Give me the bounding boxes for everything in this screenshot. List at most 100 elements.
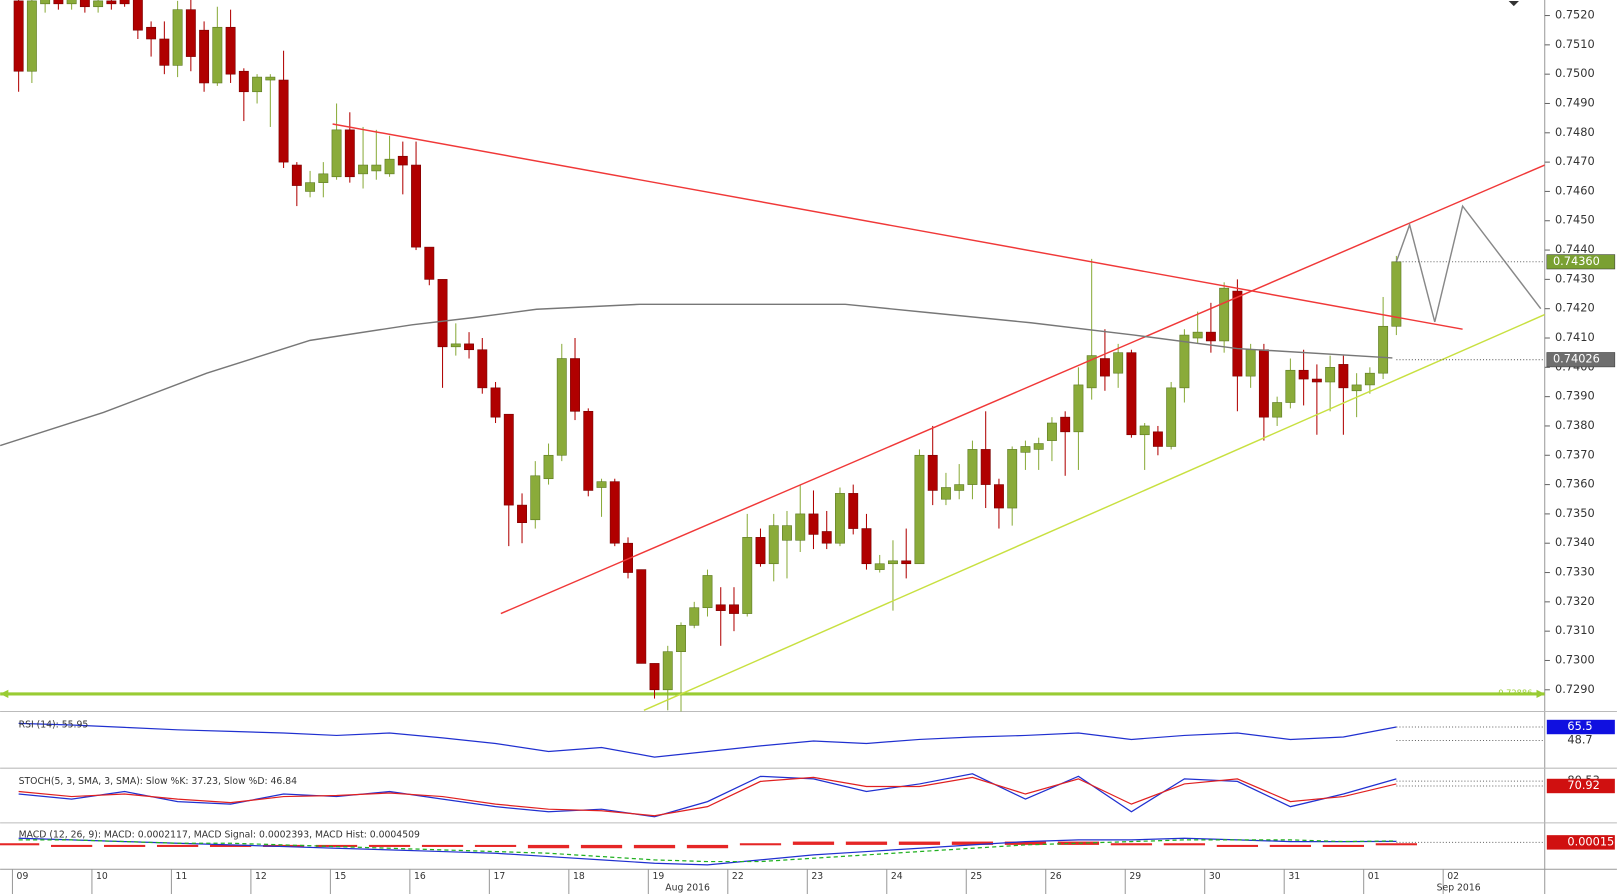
value-badge (1546, 719, 1615, 735)
indicator-line (18, 837, 1397, 866)
hist-bar (898, 841, 941, 845)
hist-bar (580, 844, 623, 849)
candle-body (993, 484, 1004, 509)
candle-body (79, 0, 90, 8)
hist-bar (1269, 844, 1312, 847)
candle-body (861, 528, 872, 565)
y-tick-label: 0.7450 (1555, 213, 1595, 227)
candle-body (1325, 367, 1336, 383)
candle-body (318, 173, 329, 183)
y-tick-label: 0.7500 (1555, 66, 1595, 80)
candle-body (1086, 355, 1097, 389)
candle-body (1099, 358, 1110, 377)
hist-bar (1216, 844, 1259, 847)
candle-body (530, 475, 541, 521)
candle-body (1351, 384, 1362, 392)
y-tick-label: 0.7510 (1555, 37, 1595, 51)
x-tick-label: 01 (1368, 871, 1380, 882)
overlay: 0.7520 0.7510 0.7500 0.7490 0.7480 0.7470 0.74… (0, 8, 1617, 894)
trend-line (332, 123, 1463, 330)
candle-body (1166, 387, 1177, 447)
hist-bar (209, 844, 252, 847)
candle-body (742, 537, 753, 614)
y-tick-label: 0.7360 (1555, 477, 1595, 491)
candle-body (954, 484, 965, 491)
candle-body (715, 604, 726, 611)
candle-body (1272, 402, 1283, 418)
hist-bar (1110, 843, 1153, 846)
y-tick-label: 0.7310 (1555, 623, 1595, 637)
candle-body (1338, 364, 1349, 389)
x-tick-label: 15 (335, 871, 347, 882)
candle-body (1258, 349, 1269, 418)
candle-body (199, 29, 210, 84)
candle-body (556, 358, 567, 456)
candle-body (676, 624, 686, 652)
value-badge-label: 70.92 (1567, 778, 1599, 792)
candle-body (795, 513, 806, 541)
hist-bar (951, 841, 994, 845)
candle-body (132, 0, 143, 31)
candle-body (596, 481, 607, 488)
hist-bar (156, 844, 199, 847)
candle-body (1179, 334, 1190, 389)
candle-body (146, 26, 157, 40)
indicator-title: STOCH(5, 3, SMA, 3, SMA): Slow %K: 37.23… (19, 776, 298, 787)
candle-body (1378, 325, 1389, 374)
candle-body (119, 0, 130, 5)
indicator-line (18, 839, 1397, 863)
hist-bar (103, 844, 146, 847)
month-label: Sep 2016 (1437, 882, 1481, 893)
candle-body (1364, 372, 1375, 386)
candle-body (821, 531, 832, 544)
candle-body (901, 560, 912, 565)
support-label: 0.72886 (1498, 687, 1532, 697)
hist-bar (527, 844, 570, 849)
candle-body (1245, 349, 1256, 377)
candle-body (503, 413, 514, 506)
candle-body (1060, 416, 1071, 433)
y-tick-label: 0.7440 (1555, 242, 1595, 256)
price-badge-label: 0.74026 (1553, 352, 1600, 366)
candle-body (252, 76, 263, 93)
candle-body (835, 493, 845, 544)
x-tick-label: 02 (1447, 871, 1459, 882)
menu-arrow[interactable] (1508, 1, 1519, 7)
candle-body (517, 504, 527, 524)
candle-body (424, 246, 435, 280)
candle-body (782, 525, 792, 541)
candle-body (649, 663, 660, 691)
hist-bar (1322, 844, 1364, 847)
indicator-line (18, 722, 1397, 758)
trend-line (1395, 204, 1542, 323)
x-tick-label: 10 (96, 871, 108, 882)
candle-body (729, 604, 739, 614)
candle-body (570, 358, 580, 412)
hist-bar (262, 844, 305, 847)
hist-bar (1375, 843, 1417, 846)
candle-body (384, 158, 395, 175)
candle-body (212, 26, 223, 84)
hist-bar (739, 843, 782, 846)
y-tick-label: 0.7410 (1555, 330, 1595, 344)
x-tick-label: 19 (652, 871, 664, 882)
hist-bar (686, 844, 729, 849)
candle-body (291, 164, 302, 186)
hist-bar (474, 844, 517, 847)
candle-body (464, 343, 474, 351)
candle-body (1285, 369, 1296, 403)
candle-body (980, 449, 991, 485)
indicator-panel: MACD (12, 26, 9): MACD: 0.0002117, MACD … (0, 830, 1617, 866)
candle-body (609, 481, 620, 544)
hist-bar (1163, 843, 1206, 846)
candle-body (1113, 352, 1124, 374)
value-badge-label: 48.7 (1567, 732, 1592, 746)
candle-body (305, 182, 316, 192)
candle-body (967, 449, 978, 485)
price-badge (1546, 254, 1616, 270)
x-tick-label: 22 (732, 871, 744, 882)
x-tick-label: 09 (17, 871, 29, 882)
x-tick-label: 18 (573, 871, 585, 882)
candle-body (437, 279, 448, 348)
